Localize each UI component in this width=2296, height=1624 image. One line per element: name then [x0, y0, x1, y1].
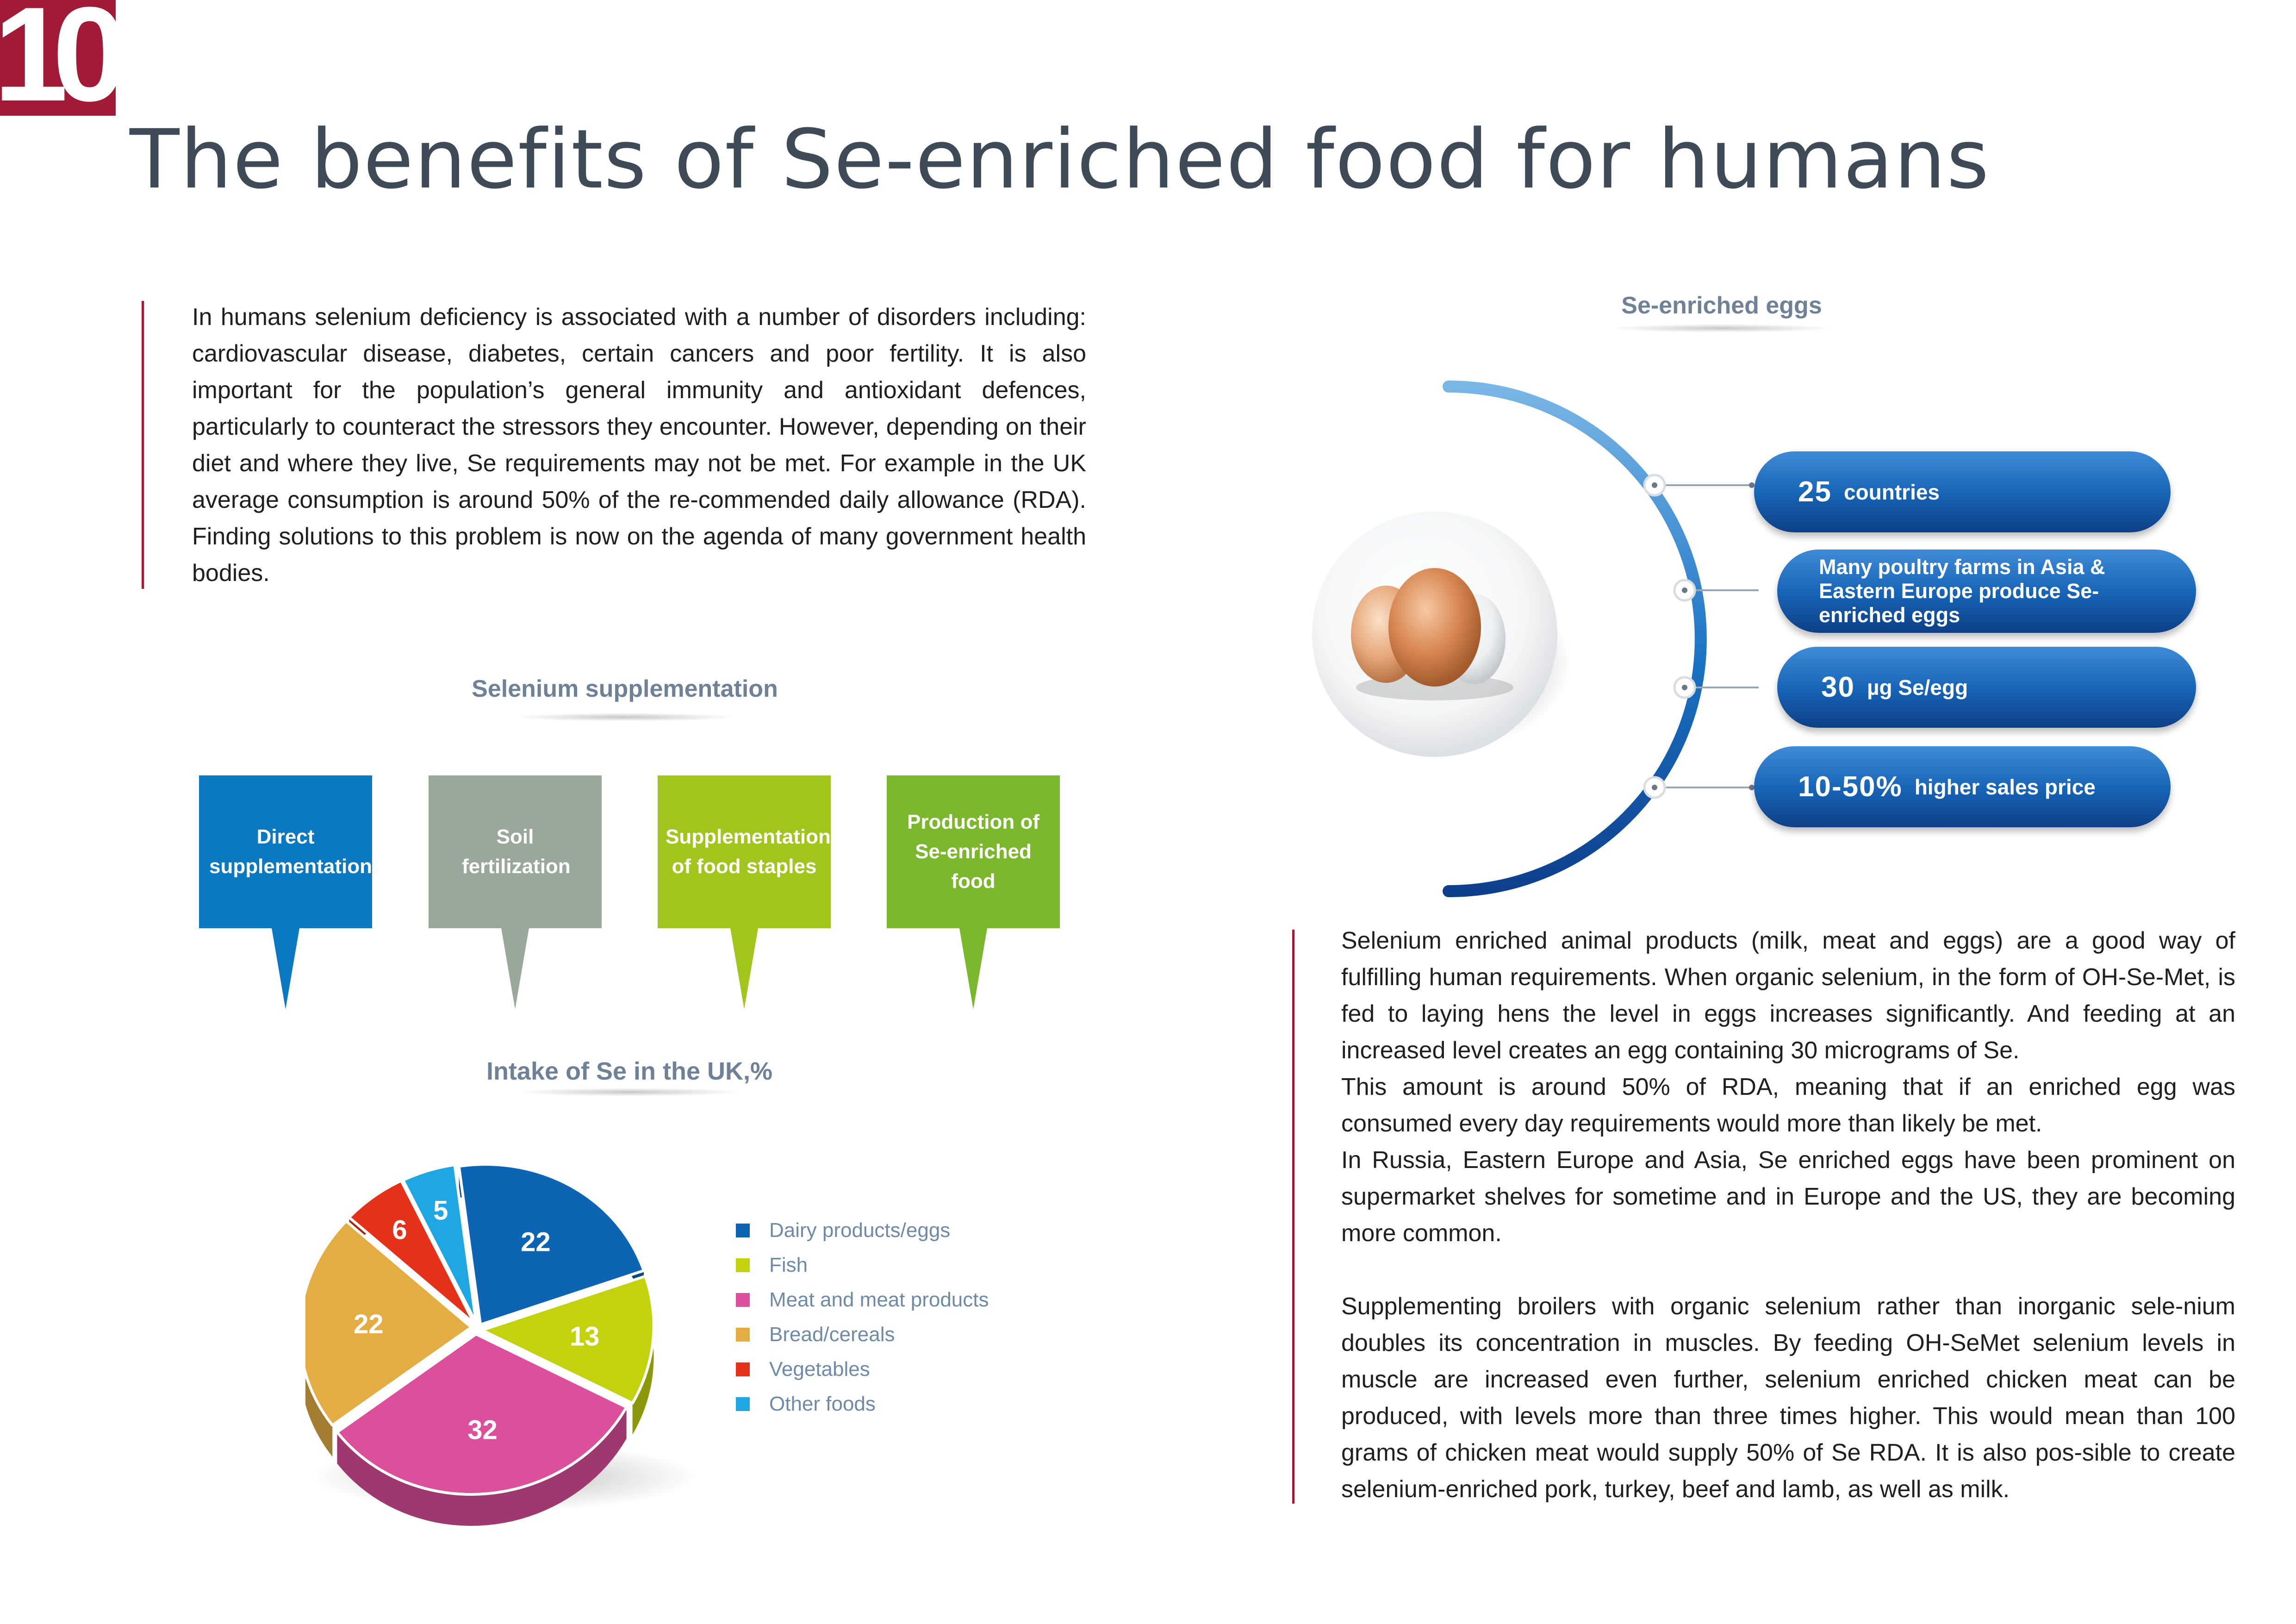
fact-text: Many poultry farms in Asia & Eastern Eur…	[1819, 555, 2105, 627]
callout-label: Supplementation of food staples	[666, 825, 831, 878]
supplementation-title: Selenium supplementation	[472, 675, 778, 702]
chart-title: Intake of Se in the UK,%	[486, 1057, 773, 1085]
fact-text: countries	[1843, 480, 1940, 504]
eggs-diagram	[1312, 381, 1759, 897]
legend-item: Fish	[736, 1248, 989, 1282]
fact-highlight: 25	[1798, 476, 1832, 508]
legend-item: Vegetables	[736, 1352, 989, 1387]
eggs-title: Se-enriched eggs	[1621, 292, 1822, 319]
egg-brown	[1388, 568, 1481, 687]
pie-slice-side	[337, 1407, 627, 1526]
connector-4	[1643, 776, 1755, 799]
pie-slice	[348, 1179, 476, 1325]
pie-slice	[401, 1163, 478, 1325]
connector-1	[1643, 474, 1755, 497]
pie-slice-value: 5	[433, 1195, 448, 1225]
fact-highlight: 10-50%	[1798, 771, 1903, 803]
eggs-fact-countries: 25 countries	[1754, 451, 2171, 532]
page-number-block: 10	[0, 0, 127, 121]
supplementation-callout-2: Soil fertilization	[429, 775, 602, 1009]
legend-label: Vegetables	[769, 1357, 870, 1380]
chart-legend: Dairy products/eggs Fish Meat and meat p…	[736, 1213, 989, 1421]
body-text: Selenium enriched animal products (milk,…	[1341, 923, 2235, 1508]
callout-pointer	[730, 928, 758, 1009]
callout-pointer	[272, 928, 299, 1009]
intro-text: In humans selenium deficiency is associa…	[192, 304, 1086, 587]
chart-title-underline	[518, 1088, 740, 1096]
legend-item: Meat and meat products	[736, 1282, 989, 1317]
legend-label: Bread/cereals	[769, 1323, 895, 1346]
supplementation-callout-3: Supplementation of food staples	[658, 775, 831, 1009]
pie-slice	[480, 1274, 655, 1405]
legend-item: Dairy products/eggs	[736, 1213, 989, 1248]
legend-swatch	[736, 1223, 750, 1237]
eggs-fact-price: 10-50% higher sales price	[1754, 746, 2171, 827]
pie-labels: 22 13 32 22 65	[354, 1195, 599, 1445]
legend-swatch	[736, 1293, 750, 1307]
eggs-fact-dose: 30 µg Se/egg	[1777, 647, 2196, 728]
legend-swatch	[736, 1362, 750, 1376]
pie-slice	[336, 1332, 628, 1496]
legend-label: Meat and meat products	[769, 1288, 989, 1311]
callout-label: Production of Se-enriched food	[907, 811, 1039, 893]
pie-slice-value: 22	[521, 1227, 551, 1257]
callout-box: Supplementation of food staples	[658, 775, 831, 928]
body-paragraph-2: This amount is around 50% of RDA, meanin…	[1341, 1074, 2235, 1137]
intro-paragraph: In humans selenium deficiency is associa…	[192, 299, 1086, 592]
intro-accent-bar	[142, 301, 144, 589]
callout-pointer	[959, 928, 987, 1009]
callout-box: Direct supplementation	[199, 775, 372, 928]
body-paragraph-4: Supplementing broilers with organic sele…	[1341, 1293, 2235, 1503]
connector-3	[1673, 676, 1759, 699]
fact-highlight: 30	[1821, 671, 1855, 703]
legend-label: Other foods	[769, 1392, 876, 1415]
pie-slice	[305, 1219, 473, 1427]
supplementation-callout-1: Direct supplementation	[199, 775, 372, 1009]
legend-label: Dairy products/eggs	[769, 1218, 951, 1242]
callout-pointer	[501, 928, 529, 1009]
pie-slice-value: 13	[570, 1322, 600, 1352]
legend-swatch	[736, 1397, 750, 1411]
legend-item: Bread/cereals	[736, 1317, 989, 1352]
body-paragraph-3: In Russia, Eastern Europe and Asia, Se e…	[1341, 1147, 2235, 1247]
pie-slice	[457, 1163, 645, 1326]
connector-2	[1673, 579, 1759, 602]
callout-label: Soil fertilization	[462, 825, 571, 878]
page-title: The benefits of Se-enriched food for hum…	[130, 112, 1990, 207]
callout-label: Direct supplementation	[209, 825, 373, 878]
eggs-arc	[1443, 381, 1707, 897]
eggs-title-underline	[1611, 324, 1833, 332]
legend-item: Other foods	[736, 1387, 989, 1421]
fact-text: higher sales price	[1914, 775, 2096, 799]
body-paragraph-1: Selenium enriched animal products (milk,…	[1341, 927, 2235, 1064]
legend-label: Fish	[769, 1253, 808, 1276]
eggs-fact-farms: Many poultry farms in Asia & Eastern Eur…	[1777, 550, 2196, 633]
pie-slice-value: 6	[392, 1215, 407, 1245]
fact-text: µg Se/egg	[1867, 675, 1968, 700]
pie-slice-value: 32	[467, 1415, 498, 1445]
legend-swatch	[736, 1258, 750, 1272]
pie-chart: 22 13 32 22 65	[305, 1163, 699, 1526]
callout-box: Soil fertilization	[429, 775, 602, 928]
supplementation-title-underline	[514, 713, 736, 721]
supplementation-callout-4: Production of Se-enriched food	[887, 775, 1060, 1009]
page-number: 10	[0, 0, 127, 129]
callout-box: Production of Se-enriched food	[887, 775, 1060, 928]
body-accent-bar	[1292, 930, 1294, 1504]
pie-tops	[305, 1163, 655, 1496]
pie-slice-value: 22	[354, 1309, 384, 1339]
legend-swatch	[736, 1327, 750, 1342]
